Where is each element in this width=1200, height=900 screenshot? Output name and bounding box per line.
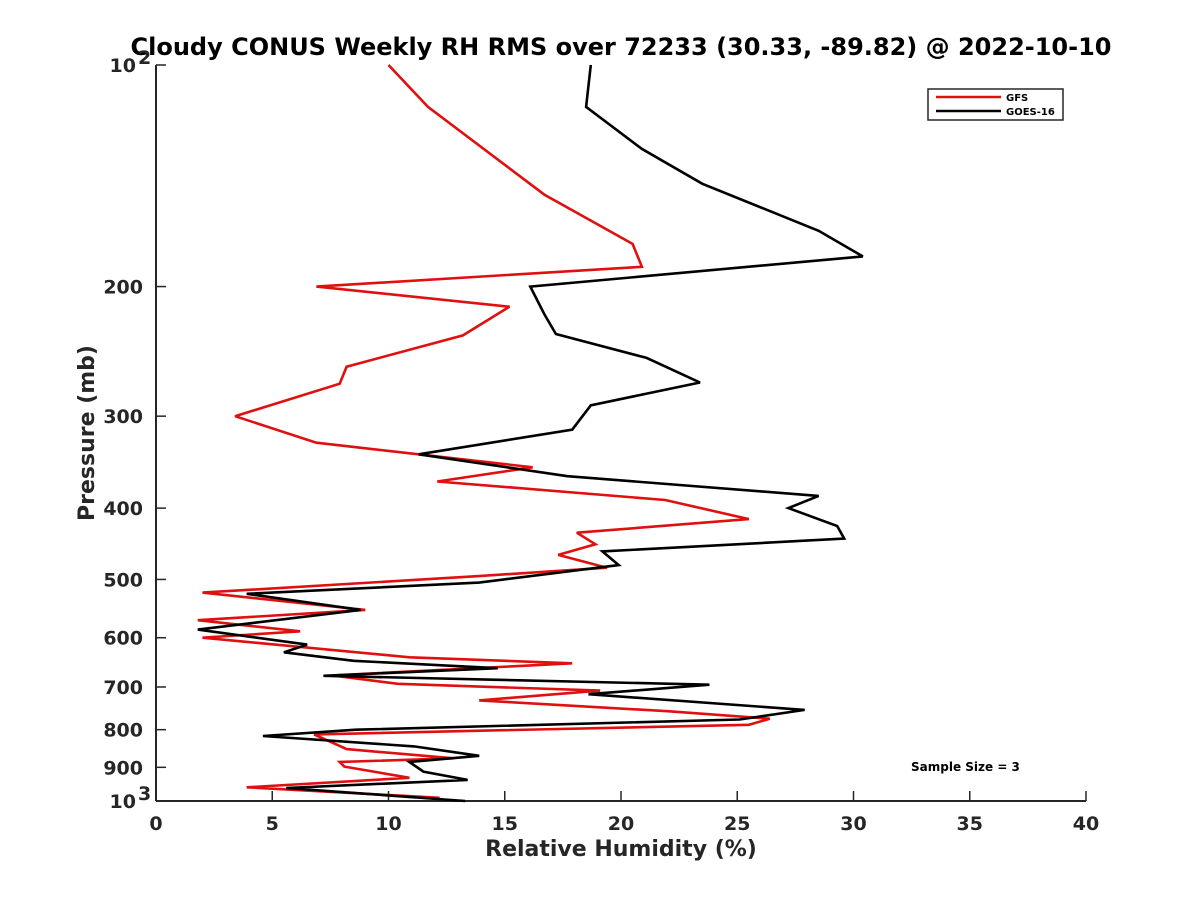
y-axis-label: Pressure (mb): [75, 345, 100, 521]
y-tick-label: 400: [103, 498, 143, 520]
x-tick-label: 25: [724, 813, 750, 835]
series-line-gfs: [197, 64, 771, 800]
legend-box: [927, 88, 1064, 121]
y-tick-label: 500: [103, 569, 143, 591]
x-tick-label: 30: [840, 813, 866, 835]
y-tick-label: 10: [110, 55, 136, 77]
y-tick-label: 200: [103, 277, 143, 299]
x-tick-label: 15: [492, 813, 518, 835]
series-layer: [197, 64, 864, 803]
x-tick-label: 40: [1073, 813, 1099, 835]
chart-title: Cloudy CONUS Weekly RH RMS over 72233 (3…: [131, 33, 1112, 61]
x-tick-label: 5: [266, 813, 279, 835]
y-tick-exponent: 3: [138, 783, 151, 805]
x-tick-label: 10: [375, 813, 401, 835]
y-tick-label: 10: [110, 791, 136, 813]
x-tick-label: 35: [957, 813, 983, 835]
y-tick-label: 800: [103, 720, 143, 742]
sample-size-annotation: Sample Size = 3: [911, 760, 1020, 774]
y-tick-label: 900: [103, 757, 143, 779]
y-tick-label: 700: [103, 677, 143, 699]
x-axis-label: Relative Humidity (%): [485, 837, 757, 862]
y-tick-exponent: 2: [138, 47, 151, 69]
legend: GFS GOES-16: [927, 88, 1064, 121]
legend-label-gfs: GFS: [1006, 93, 1028, 104]
y-tick-label: 600: [103, 628, 143, 650]
series-line-goes16: [197, 64, 864, 803]
y-tick-label: 300: [103, 406, 143, 428]
legend-label-goes16: GOES-16: [1006, 107, 1055, 118]
x-tick-label: 0: [149, 813, 162, 835]
x-ticks: 0 5 10 15 20 25 30 35 40: [149, 791, 1099, 835]
x-tick-label: 20: [608, 813, 634, 835]
